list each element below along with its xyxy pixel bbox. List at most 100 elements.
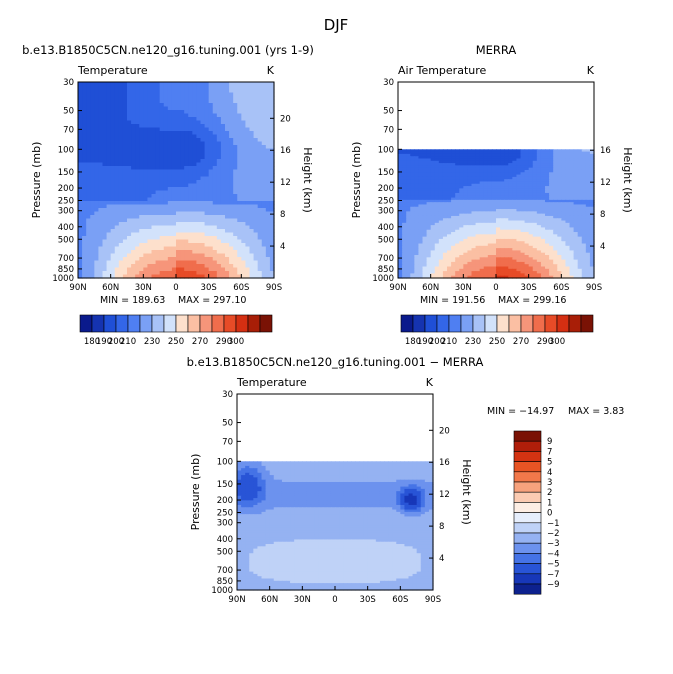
field-cell [102, 134, 108, 139]
field-cell [155, 169, 161, 174]
field-cell [265, 85, 271, 90]
field-cell [212, 229, 218, 234]
field-cell [86, 127, 91, 132]
field-cell [549, 172, 554, 176]
field-cell [573, 192, 579, 196]
field-cell [167, 222, 173, 227]
field-cell [451, 160, 456, 164]
field-cell [487, 167, 493, 171]
field-cell [233, 106, 238, 111]
field-cell [406, 225, 411, 229]
field-cell [561, 218, 567, 222]
field-cell [508, 149, 513, 153]
field-cell [573, 225, 579, 229]
field-cell [585, 206, 591, 210]
field-cell [216, 243, 222, 248]
field-cell [163, 155, 169, 160]
field-cell [135, 201, 140, 206]
field-cell [479, 192, 485, 196]
field-cell [500, 151, 505, 155]
field-cell [237, 222, 242, 227]
field-cell [180, 271, 185, 276]
field-cell [127, 131, 132, 136]
field-cell [225, 99, 230, 104]
field-cell [82, 124, 87, 129]
field-cell [86, 211, 91, 216]
field-cell [528, 238, 534, 242]
field-cell [135, 145, 140, 150]
field-cell [131, 106, 136, 111]
field-cell [418, 243, 424, 247]
field-cell [540, 222, 546, 226]
field-cell [451, 206, 456, 210]
field-cell [528, 236, 534, 240]
field-cell [184, 232, 189, 237]
field-cell [114, 92, 120, 97]
field-cell [442, 238, 448, 242]
field-cell [208, 264, 214, 269]
field-cell [86, 117, 91, 122]
field-cell [200, 229, 206, 234]
field-cell [447, 188, 452, 192]
field-cell [237, 239, 242, 244]
field-cell [467, 238, 473, 242]
field-cell [483, 202, 489, 206]
field-cell [483, 218, 489, 222]
field-cell [106, 117, 112, 122]
field-cell [180, 131, 185, 136]
field-cell [496, 199, 501, 203]
field-cell [106, 204, 112, 209]
field-cell [220, 250, 226, 255]
field-cell [233, 120, 238, 125]
field-cell [528, 172, 534, 176]
field-cell [233, 180, 238, 185]
field-cell [536, 248, 542, 252]
field-cell [512, 153, 518, 157]
field-cell [135, 264, 140, 269]
field-cell [406, 179, 411, 183]
field-cell [545, 232, 550, 235]
field-cell [127, 274, 132, 279]
field-cell [545, 234, 550, 238]
field-cell [98, 250, 104, 255]
field-cell [253, 218, 259, 223]
field-cell [151, 197, 157, 202]
field-cell [581, 209, 587, 212]
field-cell [479, 241, 485, 245]
field-cell [430, 202, 436, 206]
field-cell [500, 241, 505, 245]
field-cell [171, 166, 177, 171]
field-cell [261, 155, 267, 160]
field-cell [118, 141, 124, 146]
field-cell [512, 227, 518, 231]
field-cell [471, 169, 477, 173]
field-cell [159, 250, 165, 255]
field-cell [426, 241, 432, 245]
field-cell [200, 180, 206, 185]
field-cell [110, 225, 116, 230]
field-cell [442, 179, 448, 183]
field-cell [86, 257, 91, 262]
field-cell [241, 218, 247, 223]
field-cell [459, 169, 464, 173]
field-cell [192, 145, 198, 150]
field-cell [102, 222, 108, 227]
field-cell [557, 192, 562, 196]
field-cell [200, 155, 206, 160]
field-cell [78, 243, 83, 248]
field-cell [504, 188, 509, 192]
field-cell [196, 180, 202, 185]
field-cell [78, 155, 83, 160]
field-cell [151, 134, 157, 139]
field-cell [208, 127, 214, 132]
field-cell [208, 197, 214, 202]
field-cell [212, 183, 218, 188]
field-cell [241, 239, 247, 244]
field-cell [483, 158, 489, 162]
field-cell [114, 201, 120, 206]
field-cell [585, 190, 591, 194]
field-cell [196, 155, 202, 160]
field-cell [110, 92, 116, 97]
field-cell [237, 82, 242, 87]
field-cell [261, 183, 267, 188]
